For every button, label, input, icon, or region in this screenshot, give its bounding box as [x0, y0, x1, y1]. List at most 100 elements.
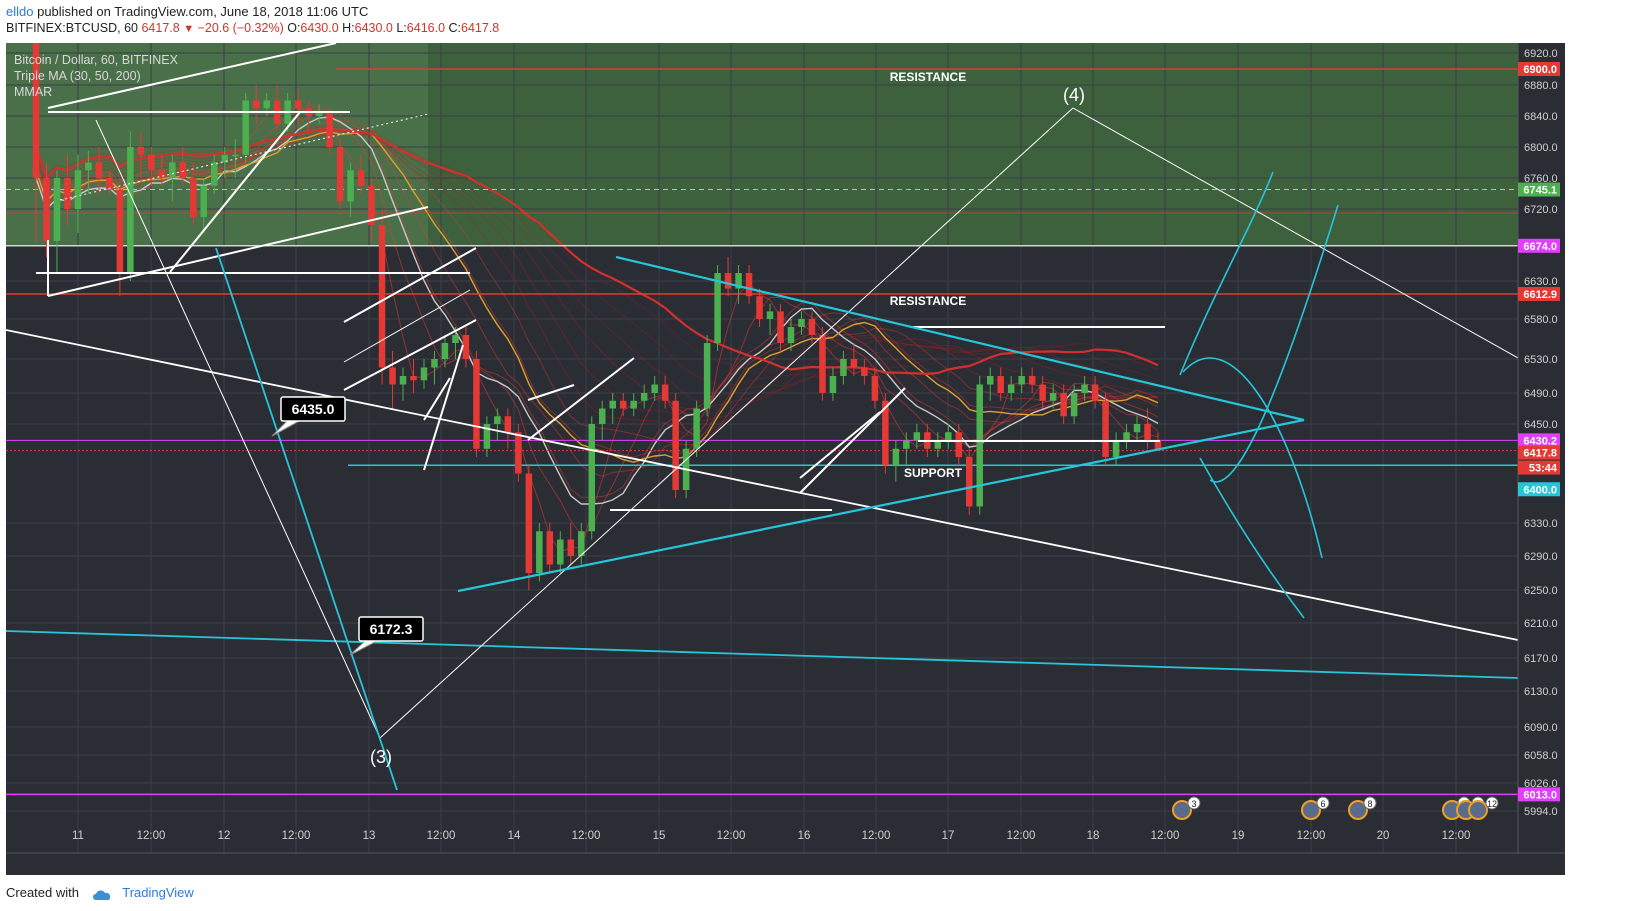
candle-body — [74, 170, 82, 209]
tradingview-link[interactable]: TradingView — [122, 885, 194, 900]
time-tick-label: 12:00 — [1297, 830, 1326, 842]
publish-line: elldo published on TradingView.com, June… — [6, 4, 368, 19]
price-tag-bg — [1518, 182, 1560, 197]
badge-count-bg — [1316, 796, 1330, 810]
candle-body — [787, 327, 795, 343]
price-tag-label: 6417.8 — [1523, 448, 1557, 460]
wave-3-label: (3) — [370, 747, 392, 767]
candle-body — [368, 185, 375, 225]
resistance-label-top: RESISTANCE — [890, 70, 966, 84]
callout-6435: 6435.0 — [271, 396, 346, 437]
candle-body — [1007, 384, 1015, 393]
mmar-ribbon-line — [35, 126, 1159, 458]
candle-body — [997, 376, 1004, 393]
candle-body — [661, 384, 669, 401]
flag-line-5 — [423, 344, 464, 471]
price-tag-bg — [1518, 460, 1560, 475]
close-label: C: — [448, 21, 462, 35]
candle-body — [703, 343, 711, 409]
candle-body — [850, 359, 858, 368]
candle-body — [294, 100, 302, 109]
candle-body — [724, 273, 732, 289]
candle-body — [494, 416, 501, 424]
author-link[interactable]: elldo — [6, 4, 34, 19]
candle-body — [913, 432, 921, 441]
candle-body — [200, 185, 208, 217]
price-tag-bg — [1518, 433, 1560, 448]
time-tick-label: 12:00 — [1442, 830, 1471, 842]
flag-line-1 — [169, 111, 301, 273]
price-tick-label: 6720.0 — [1524, 204, 1558, 216]
legend-triple-ma: Triple MA (30, 50, 200) — [14, 69, 141, 83]
candle-body — [976, 384, 983, 507]
last-price: 6417.8 — [141, 21, 180, 35]
time-axis-background — [6, 853, 1565, 875]
time-tick-label: 20 — [1377, 830, 1390, 842]
badge-count-bg — [1485, 796, 1499, 810]
candle-body — [945, 432, 952, 441]
price-tick-label: 6630.0 — [1524, 276, 1558, 288]
high-value: 6430.0 — [354, 21, 393, 35]
economic-event-badge[interactable]: 12 — [1468, 796, 1499, 820]
high-label: H: — [342, 21, 355, 35]
falling-trendline — [6, 329, 1518, 641]
time-tick-label: 12:00 — [282, 830, 311, 842]
candle-body — [169, 162, 176, 178]
economic-event-badge[interactable]: 3 — [1172, 796, 1201, 820]
candle-body — [190, 178, 197, 217]
candle-body — [672, 400, 679, 490]
price-tag-label: 6430.2 — [1523, 435, 1557, 447]
candle-body — [95, 162, 103, 178]
candle-body — [462, 335, 470, 359]
low-label: L: — [396, 21, 407, 35]
time-tick-label: 12:00 — [1007, 830, 1036, 842]
candle-body — [211, 162, 218, 186]
candle-body — [777, 311, 784, 343]
candle-body — [798, 319, 805, 327]
price-tick-label: 5994.0 — [1524, 806, 1558, 818]
candle-body — [263, 100, 270, 109]
change-value: −20.6 (−0.32%) — [197, 21, 284, 35]
candle-body — [441, 343, 449, 359]
badge-count: 3 — [1191, 799, 1196, 809]
candle-body — [452, 335, 459, 343]
tradingview-cloud-icon — [92, 890, 110, 900]
candle-body — [1091, 384, 1099, 401]
callout-6172-text: 6172.3 — [370, 621, 413, 637]
time-tick-label: 12:00 — [1151, 830, 1180, 842]
price-tick-label: 6290.0 — [1524, 551, 1558, 563]
candle-body — [903, 440, 910, 449]
flag-line-9 — [799, 387, 906, 494]
candle-body — [410, 376, 417, 381]
candle-body — [955, 432, 963, 457]
badge-count: 6 — [1320, 799, 1325, 809]
candle-body — [242, 100, 249, 155]
projection-down-2 — [1199, 457, 1305, 619]
candle-body — [546, 531, 554, 565]
economic-event-badge[interactable]: 6 — [1301, 796, 1330, 820]
candle-body — [1133, 424, 1141, 433]
callout-6435-text: 6435.0 — [292, 401, 335, 417]
candle-body — [1144, 424, 1151, 441]
candle-body — [326, 112, 333, 147]
range-box — [6, 43, 428, 246]
candle-body — [557, 539, 564, 565]
candle-body — [892, 448, 900, 466]
candle-body — [116, 189, 124, 273]
candle-body — [137, 147, 145, 155]
economic-event-badge[interactable]: 8 — [1348, 796, 1377, 820]
candle-body — [1049, 393, 1057, 401]
flag-icon — [1468, 800, 1488, 820]
candle-body — [221, 154, 228, 163]
badge-count: 8 — [1367, 799, 1372, 809]
candle-body — [1123, 432, 1130, 441]
ohlc-line: BITFINEX:BTCUSD, 60 6417.8 ▼ −20.6 (−0.3… — [6, 21, 499, 35]
candle-body — [745, 273, 753, 297]
candle-body — [420, 367, 428, 381]
callout-6435-box — [280, 396, 346, 422]
price-tag-bg — [1518, 62, 1560, 76]
price-tick-label: 6880.0 — [1524, 80, 1558, 92]
legend-mmar: MMAR — [14, 85, 52, 99]
